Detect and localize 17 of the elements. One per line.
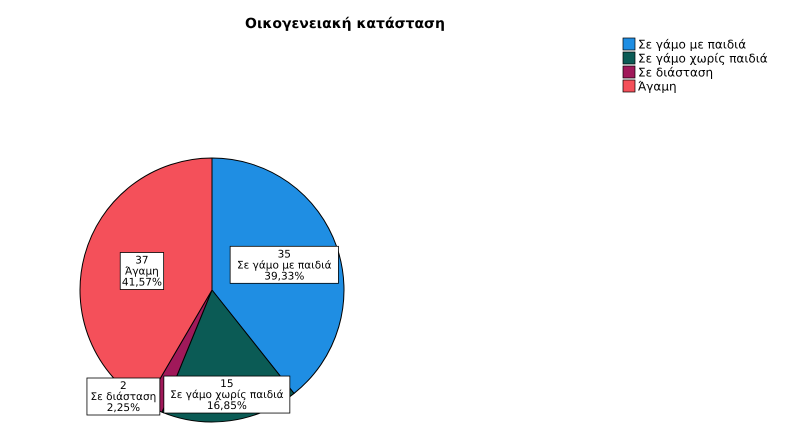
slice-label: Σε γάμο με παιδιά xyxy=(236,259,332,272)
text: 35 xyxy=(278,248,291,260)
legend-label: Άγαμη xyxy=(638,80,677,94)
text: 15 xyxy=(220,378,234,390)
slice-label: Σε διάσταση xyxy=(90,391,156,404)
legend-label: Σε διάσταση xyxy=(638,66,714,80)
slice-label: Άγαμη xyxy=(125,265,159,278)
legend-label: Σε γάμο με παιδιά xyxy=(638,38,746,52)
slice-label: Σε γάμο χωρίς παιδιά xyxy=(170,389,284,402)
data-label: 2,25% xyxy=(106,402,140,414)
data-label: 16,85% xyxy=(206,400,247,412)
text: 37 xyxy=(135,254,149,266)
chart-title: Οικογενειακή κατάσταση xyxy=(245,16,445,32)
legend-label: Σε γάμο χωρίς παιδιά xyxy=(638,52,768,66)
data-label: 39,33% xyxy=(264,270,304,282)
data-label: 41,57% xyxy=(122,276,162,288)
text: 2 xyxy=(120,380,127,392)
